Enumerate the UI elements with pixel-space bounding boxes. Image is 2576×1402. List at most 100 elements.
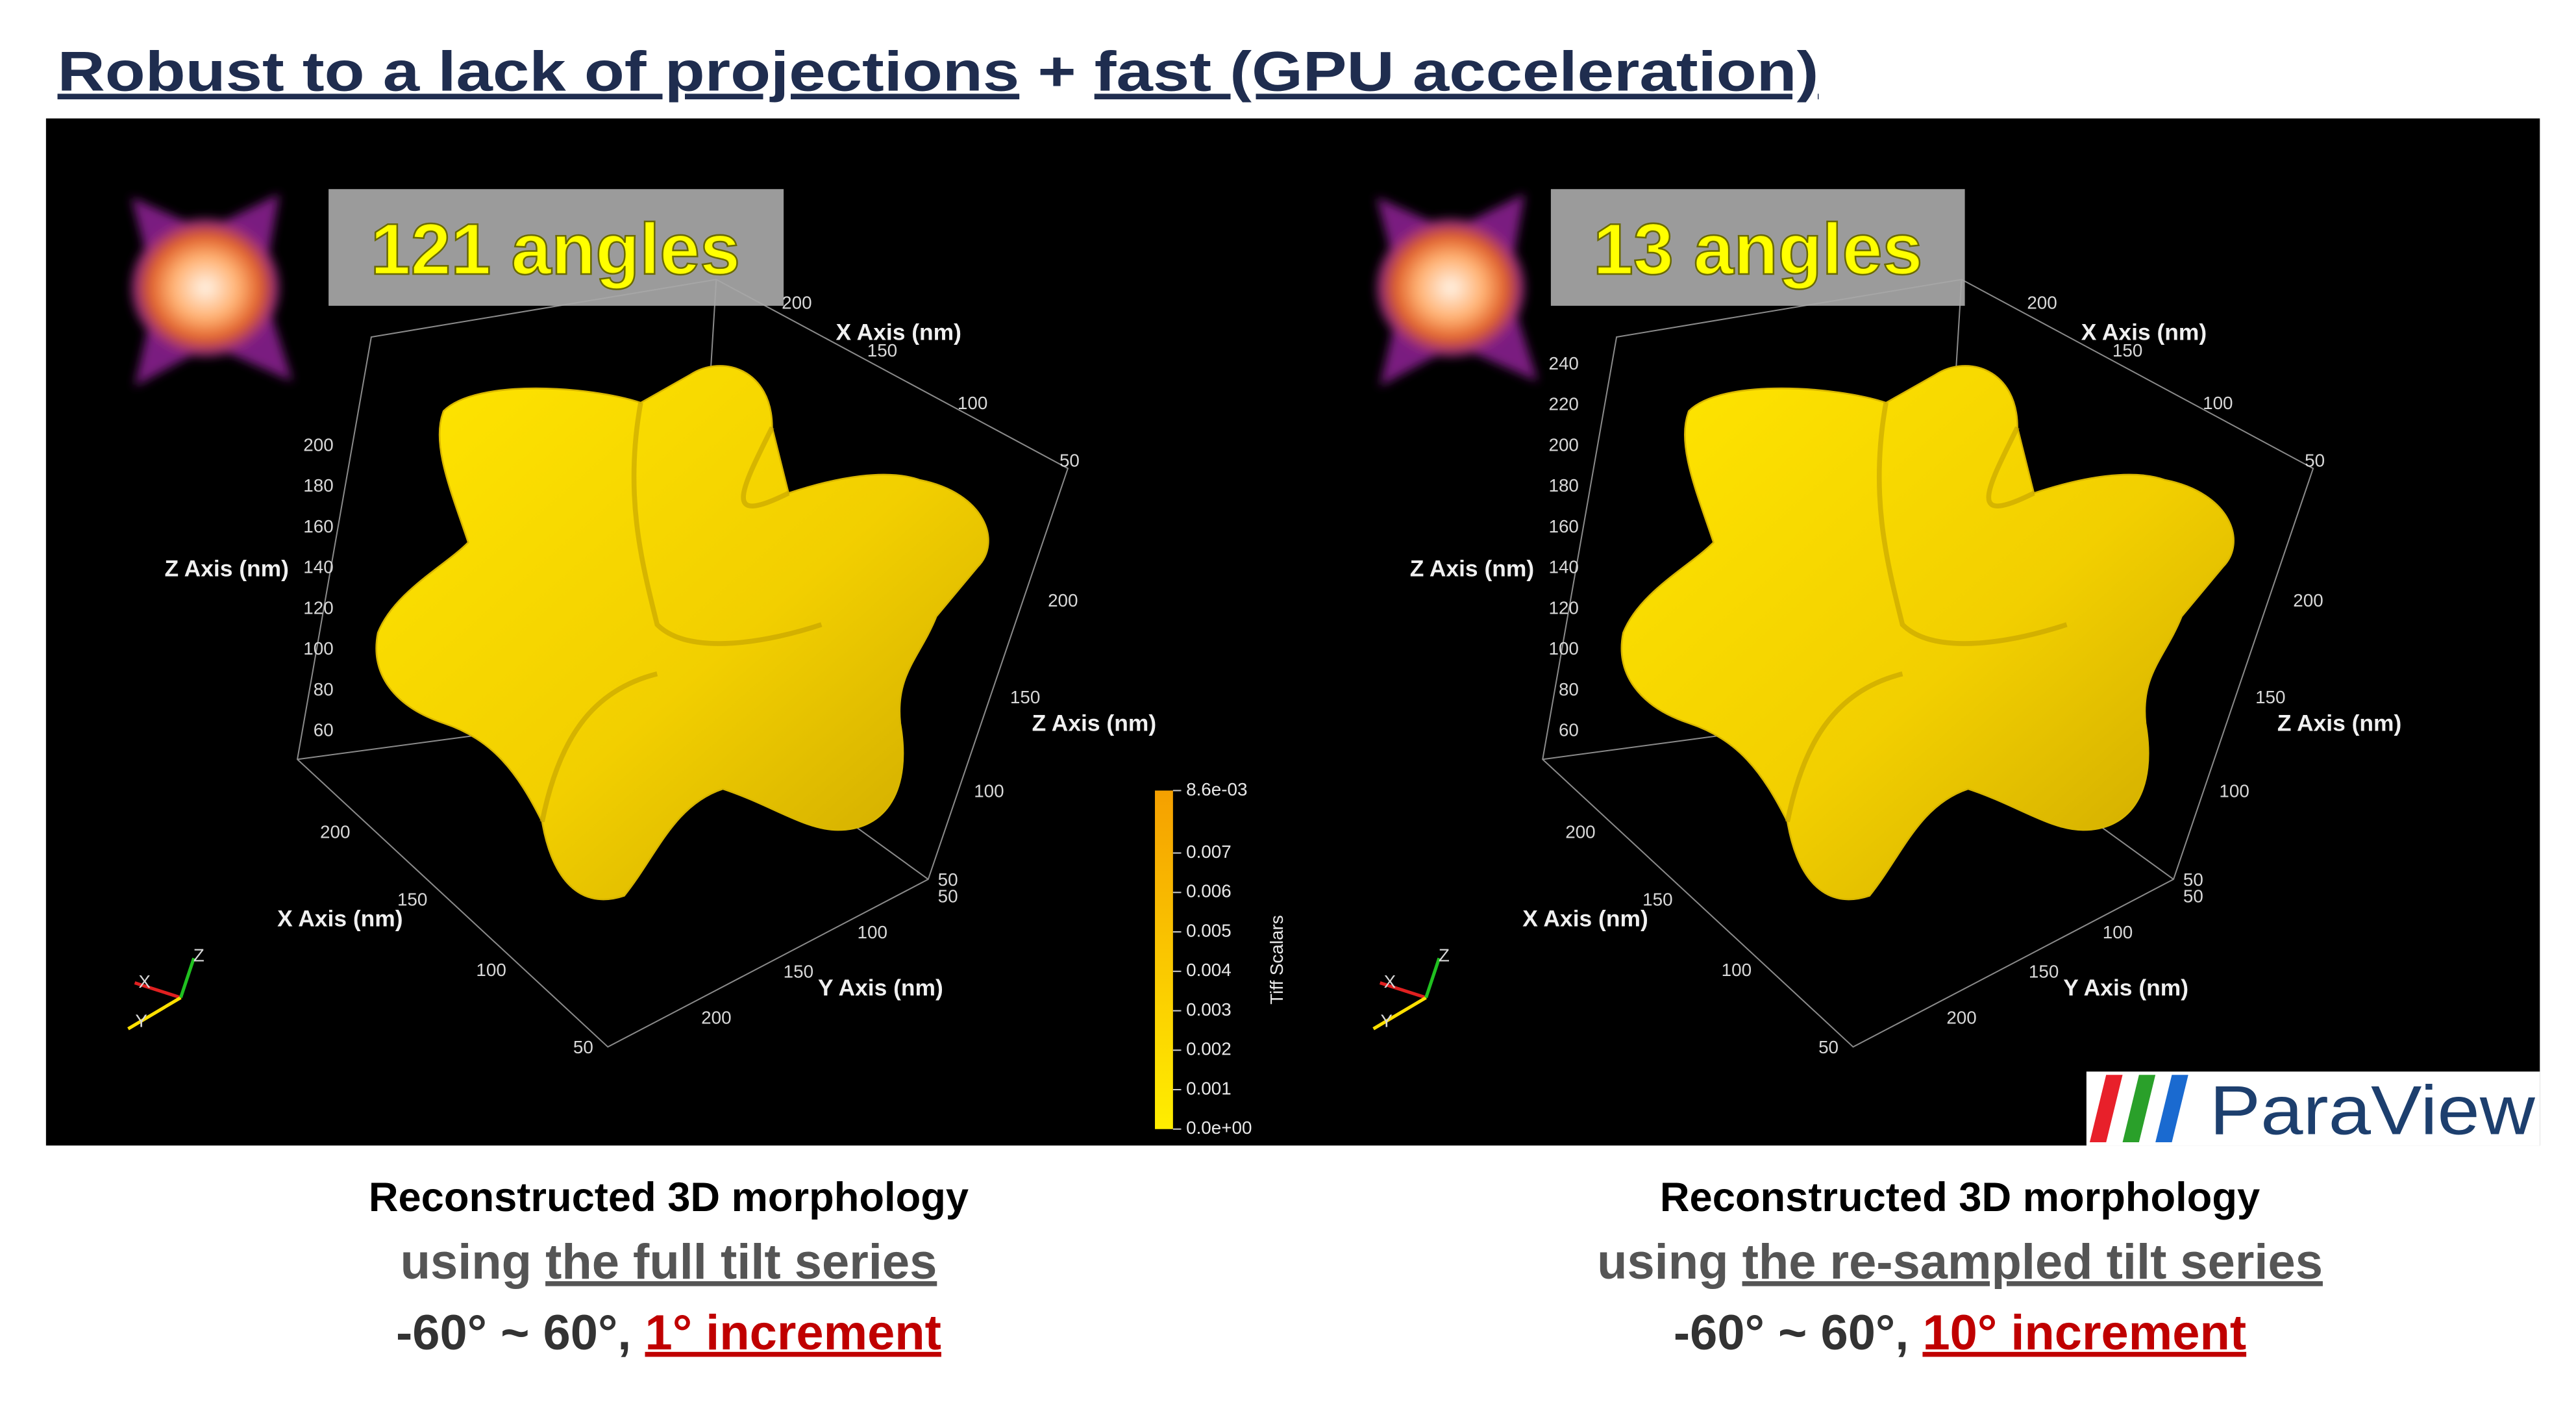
x-axis-label: X Axis (nm) bbox=[277, 906, 402, 932]
caption-line: using the re-sampled tilt series bbox=[1597, 1234, 2323, 1290]
z-tick-label: 60 bbox=[1559, 720, 1579, 740]
label-box bbox=[1550, 189, 1965, 306]
caption-line-part: using bbox=[1597, 1234, 1742, 1290]
orientation-label: X bbox=[138, 971, 151, 992]
z-tick-label: 140 bbox=[1548, 557, 1578, 577]
label-box bbox=[328, 189, 784, 306]
y-tick-label: 200 bbox=[1946, 1008, 1976, 1028]
z-tick-label: 100 bbox=[974, 781, 1004, 801]
caption-line-part: 1° increment bbox=[645, 1305, 941, 1360]
x-tick-label: 150 bbox=[1642, 889, 1672, 909]
orientation-z bbox=[1424, 957, 1441, 999]
reconstruction bbox=[375, 365, 989, 901]
caption-line-part: -60° ~ 60°, bbox=[396, 1305, 645, 1360]
slide-title-part: fast (GPU acceleration) bbox=[1095, 40, 1819, 103]
colorbar-label: 0.001 bbox=[1186, 1078, 1232, 1098]
reconstruction bbox=[1620, 365, 2235, 901]
panel: 200 180 160 140 120 100 80 60 200 150 100 50 200 150 1… bbox=[127, 194, 1156, 1057]
x-tick-label: 200 bbox=[1565, 822, 1595, 842]
orientation-z bbox=[179, 957, 196, 999]
colorbar-title: Tiff Scalars bbox=[1267, 915, 1287, 1005]
z-tick-label: 100 bbox=[1548, 638, 1578, 658]
y-tick-label: 50 bbox=[938, 886, 958, 906]
z-tick-label: 50 bbox=[2183, 870, 2203, 890]
colorbar-label: 0.004 bbox=[1186, 960, 1232, 980]
z-axis-label: Z Axis (nm) bbox=[1410, 556, 1534, 582]
z-tick-label: 160 bbox=[303, 516, 333, 536]
x-tick-label: 200 bbox=[782, 293, 811, 313]
logo-stripe bbox=[2089, 1075, 2123, 1142]
colorbar-label: 0.002 bbox=[1186, 1039, 1232, 1059]
y-tick-label: 100 bbox=[2103, 922, 2133, 942]
orientation-y bbox=[127, 996, 182, 1031]
caption-line-part: the full tilt series bbox=[545, 1234, 937, 1290]
z-tick-label: 220 bbox=[1548, 394, 1578, 414]
z-tick-label: 120 bbox=[1548, 597, 1578, 618]
x-axis-label: X Axis (nm) bbox=[836, 319, 961, 345]
orientation-label: Z bbox=[193, 945, 204, 965]
colorbar-label: 0.003 bbox=[1186, 999, 1232, 1020]
x-tick-label: 50 bbox=[1059, 451, 1080, 471]
x-tick-label: 150 bbox=[867, 340, 897, 360]
slide-title-part: Robust to a lack of projections bbox=[58, 40, 1020, 103]
z-tick-label: 200 bbox=[303, 434, 333, 455]
slide-title-part: + bbox=[1019, 40, 1095, 103]
caption-line-part: using bbox=[401, 1234, 546, 1290]
x-tick-label: 100 bbox=[1722, 960, 1752, 980]
z-tick-label: 240 bbox=[1548, 353, 1578, 373]
y-tick-label: 200 bbox=[701, 1008, 731, 1028]
y-tick-label: 100 bbox=[858, 922, 887, 942]
caption-line-part: the re-sampled tilt series bbox=[1742, 1234, 2323, 1290]
panel-label: 13 angles bbox=[1593, 208, 1922, 290]
x-tick-label: 100 bbox=[476, 960, 506, 980]
caption-line-part: 10° increment bbox=[1922, 1305, 2246, 1360]
x-axis-label: X Axis (nm) bbox=[1522, 906, 1648, 932]
z-tick-label: 150 bbox=[1010, 687, 1040, 707]
caption-line: Reconstructed 3D morphology bbox=[369, 1175, 969, 1220]
x-tick-label: 50 bbox=[2305, 451, 2325, 471]
colorbar-label: 0.007 bbox=[1186, 842, 1232, 862]
x-tick-label: 200 bbox=[320, 822, 350, 842]
y-tick-label: 150 bbox=[2029, 962, 2059, 982]
z-tick-label: 200 bbox=[2293, 590, 2323, 610]
z-tick-label: 100 bbox=[303, 638, 333, 658]
logo-text: ParaView bbox=[2210, 1071, 2535, 1149]
orientation-label: Y bbox=[135, 1011, 147, 1031]
x-tick-label: 100 bbox=[958, 393, 987, 413]
thumbnail-core bbox=[1376, 218, 1525, 357]
y-tick-label: 50 bbox=[2183, 886, 2203, 906]
projection-thumbnail bbox=[1376, 194, 1538, 386]
orientation-y bbox=[1372, 996, 1427, 1031]
projection-thumbnail bbox=[131, 194, 293, 386]
logo-stripe bbox=[2122, 1075, 2156, 1142]
z-tick-label: 180 bbox=[1548, 475, 1578, 495]
caption-line: using the full tilt series bbox=[401, 1234, 937, 1290]
z-axis-label: Z Axis (nm) bbox=[2277, 710, 2401, 736]
z-axis-label: Z Axis (nm) bbox=[1032, 710, 1156, 736]
x-axis-label: X Axis (nm) bbox=[2081, 319, 2207, 345]
y-axis-label: Y Axis (nm) bbox=[2063, 975, 2188, 1001]
z-tick-label: 120 bbox=[303, 597, 333, 618]
orientation-label: X bbox=[1384, 971, 1396, 992]
z-tick-label: 150 bbox=[2255, 687, 2285, 707]
colorbar-label: 0.006 bbox=[1186, 881, 1232, 901]
reconstruction-shade bbox=[539, 402, 823, 823]
logo-stripe bbox=[2155, 1075, 2188, 1142]
z-tick-label: 140 bbox=[303, 557, 333, 577]
y-axis-label: Y Axis (nm) bbox=[818, 975, 943, 1001]
z-tick-label: 60 bbox=[314, 720, 334, 740]
z-tick-label: 200 bbox=[1048, 590, 1078, 610]
z-tick-label: 80 bbox=[314, 679, 334, 699]
z-tick-label: 180 bbox=[303, 475, 333, 495]
thumbnail-core bbox=[131, 218, 280, 357]
orientation-x bbox=[1379, 981, 1427, 999]
colorbar bbox=[1155, 790, 1173, 1129]
x-tick-label: 150 bbox=[397, 889, 427, 909]
x-tick-label: 50 bbox=[1818, 1037, 1839, 1057]
x-tick-label: 200 bbox=[2027, 293, 2057, 313]
y-tick-label: 150 bbox=[784, 962, 813, 982]
reconstruction-shade bbox=[1785, 402, 2068, 823]
caption-line-part: -60° ~ 60°, bbox=[1674, 1305, 1923, 1360]
